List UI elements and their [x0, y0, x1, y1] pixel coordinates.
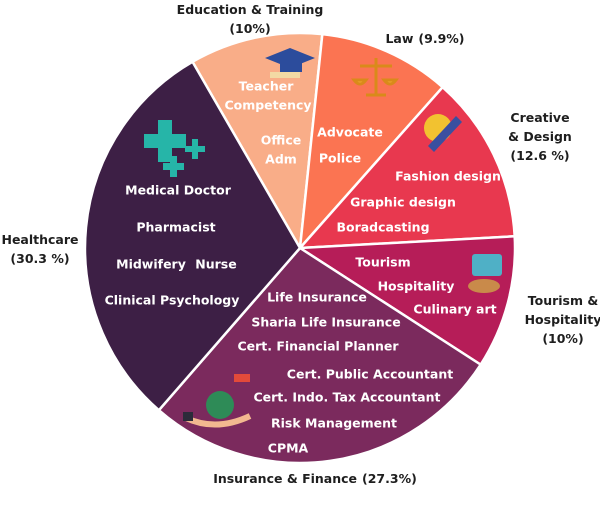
slice-item: Office	[261, 133, 301, 148]
slice-item: Culinary art	[413, 302, 496, 317]
slice-item: Police	[319, 151, 361, 166]
pen-icon	[424, 114, 462, 152]
pie-slice	[190, 31, 324, 252]
slice-item: Competency	[224, 98, 311, 113]
pie-slice	[157, 246, 483, 465]
slice-items: Teacher Competency Office Adm Advocate Police…	[105, 79, 501, 456]
slice-item: Risk Management	[271, 416, 397, 431]
slice-item: Nurse	[195, 257, 236, 272]
value-label: (27.3%)	[362, 471, 417, 486]
slice-item: Advocate	[317, 125, 383, 140]
value-label: (30.3 %)	[10, 251, 70, 266]
category-name: Tourism & Hospitality	[524, 293, 600, 327]
category-name: Education & Training	[176, 2, 324, 17]
slice-item: Graphic design	[350, 195, 456, 210]
scale-icon	[350, 58, 400, 97]
icons	[144, 48, 502, 428]
category-name: Creative & Design	[508, 110, 572, 144]
slice-label: Creative & Design (12.6 %)	[505, 108, 575, 165]
slices	[83, 31, 517, 465]
slice-item: Fashion design	[395, 169, 501, 184]
slice-item: Life Insurance	[267, 290, 367, 305]
value-label: (9.9%)	[418, 31, 465, 46]
pie-slice	[296, 234, 517, 367]
slice-item: Cert. Financial Planner	[237, 339, 399, 354]
slice-item: Medical Doctor	[125, 183, 232, 198]
slice-item: Sharia Life Insurance	[251, 315, 400, 330]
slice-item: CPMA	[268, 441, 309, 456]
slice-item: Tourism	[355, 255, 410, 270]
pie-slice	[298, 32, 445, 252]
slice-item: Midwifery	[116, 257, 186, 272]
travel-icon	[468, 254, 502, 293]
slice-item: Adm	[265, 152, 297, 167]
pie-slice	[297, 85, 516, 250]
slice-item: Boradcasting	[336, 220, 429, 235]
medical-cross-icon	[144, 120, 205, 177]
slice-item: Cert. Indo. Tax Accountant	[253, 390, 440, 405]
value-label: (12.6 %)	[510, 148, 570, 163]
pie-slice	[83, 60, 302, 412]
value-label: (10%)	[542, 331, 584, 346]
slice-item: Clinical Psychology	[105, 293, 240, 308]
category-name: Insurance & Finance	[213, 471, 358, 486]
slice-item: Teacher	[239, 79, 295, 94]
money-icon	[183, 374, 252, 428]
slice-item: Cert. Public Accountant	[287, 367, 453, 382]
slice-label: Law (9.9%)	[370, 29, 480, 48]
slice-label: Education & Training (10%)	[170, 0, 330, 38]
slice-label: Healthcare (30.3 %)	[0, 230, 80, 268]
category-name: Healthcare	[1, 232, 79, 247]
category-name: Law	[385, 31, 414, 46]
slice-label: Insurance & Finance (27.3%)	[205, 469, 425, 488]
value-label: (10%)	[229, 21, 271, 36]
slice-item: Pharmacist	[136, 220, 215, 235]
slice-item: Hospitality	[378, 279, 455, 294]
slice-label: Tourism & Hospitality (10%)	[522, 291, 600, 348]
graduation-cap-icon	[265, 48, 315, 78]
